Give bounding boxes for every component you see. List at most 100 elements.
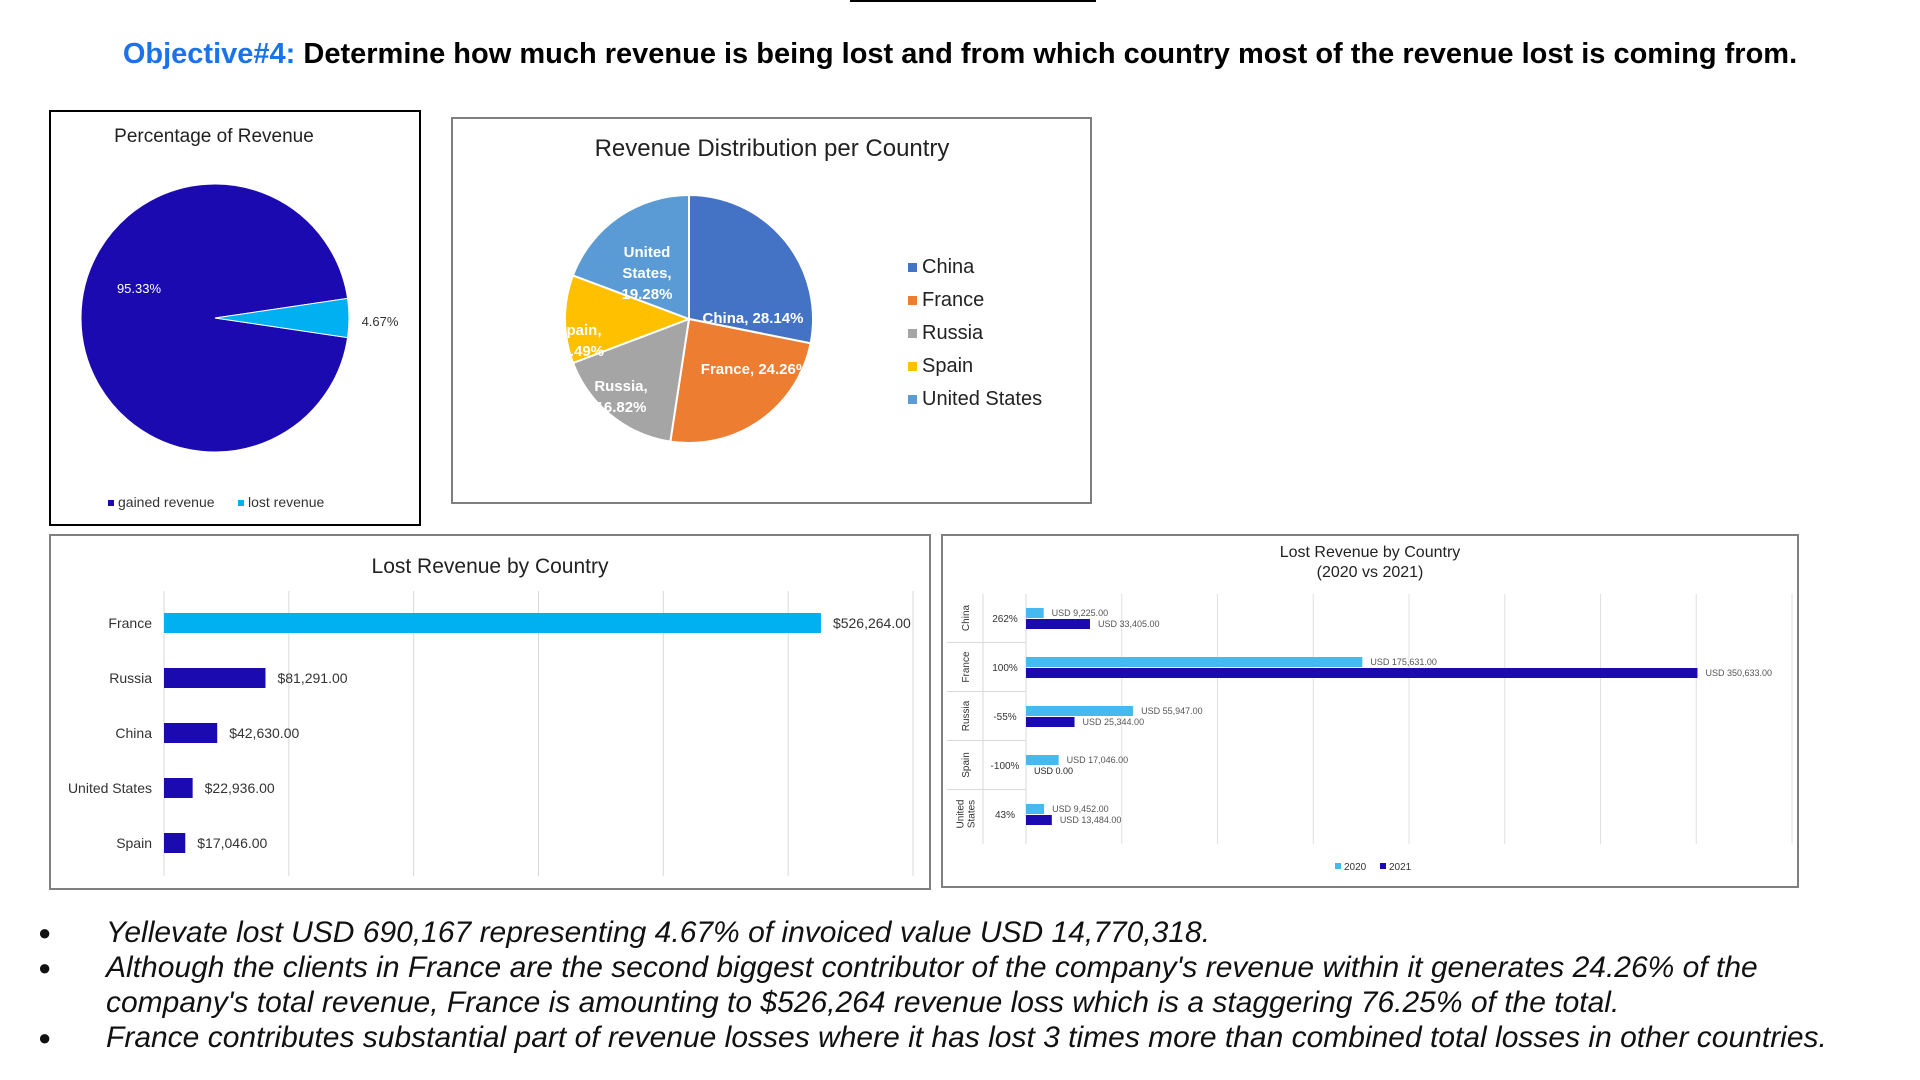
legend-label: Spain xyxy=(922,355,973,377)
legend-marker xyxy=(908,329,917,338)
data-label: USD 350,633.00 xyxy=(1705,668,1772,678)
chart-title: Lost Revenue by Country xyxy=(372,555,609,578)
bar xyxy=(1026,668,1698,678)
percentage-of-revenue-chart: Percentage of Revenue 95.33% 4.67% gained r… xyxy=(49,110,421,526)
category-label: China xyxy=(961,605,972,632)
legend-label: 2020 xyxy=(1344,862,1367,873)
category-label: Spain xyxy=(961,752,972,778)
legend-label: 2021 xyxy=(1389,862,1412,873)
category-label: United States xyxy=(68,780,152,796)
category-label-group: China xyxy=(961,605,972,632)
data-label: $42,630.00 xyxy=(229,725,299,741)
legend-label: Russia xyxy=(922,322,984,344)
revenue-distribution-chart: Revenue Distribution per Country China, 2… xyxy=(451,117,1092,504)
chart-title: Percentage of Revenue xyxy=(114,126,314,147)
legend-label: United States xyxy=(922,388,1042,410)
data-label: China, 28.14% xyxy=(703,310,804,327)
bar xyxy=(1026,706,1134,716)
change-label: 262% xyxy=(992,614,1018,625)
data-label: 95.33% xyxy=(117,281,162,296)
category-label-group: Spain xyxy=(961,752,972,778)
category-label-group: Russia xyxy=(961,700,972,731)
bar xyxy=(164,778,193,798)
data-label: $17,046.00 xyxy=(197,835,267,851)
bar xyxy=(1026,619,1090,629)
legend-marker xyxy=(908,395,917,404)
legend-marker xyxy=(908,263,917,272)
data-label: USD 9,452.00 xyxy=(1052,804,1109,814)
data-label: USD 17,046.00 xyxy=(1067,755,1129,765)
pie-slice xyxy=(688,193,814,345)
category-label: Spain xyxy=(116,835,152,851)
change-label: 43% xyxy=(995,810,1015,821)
data-label: 4.67% xyxy=(362,314,399,329)
category-label-group: France xyxy=(961,651,972,683)
category-label: China xyxy=(115,725,152,741)
chart-title: Revenue Distribution per Country xyxy=(595,135,950,162)
bar xyxy=(1026,815,1052,825)
legend-marker xyxy=(238,500,244,506)
data-label: Spain, 11.49% xyxy=(554,322,604,360)
bar xyxy=(1026,717,1075,727)
data-label: $526,264.00 xyxy=(833,615,911,631)
data-label: United States, 19.28% xyxy=(622,244,673,303)
data-label: USD 9,225.00 xyxy=(1052,608,1109,618)
data-label: USD 0.00 xyxy=(1034,766,1073,776)
bar xyxy=(1026,657,1363,667)
objective-heading: Objective#4: Determine how much revenue … xyxy=(0,38,1920,71)
bar xyxy=(164,613,821,633)
legend-marker xyxy=(908,362,917,371)
data-label: $22,936.00 xyxy=(205,780,275,796)
pie-slice xyxy=(80,183,349,453)
change-label: -55% xyxy=(993,712,1016,723)
pie-slice xyxy=(564,274,692,365)
category-label: Russia xyxy=(961,700,972,731)
bar xyxy=(164,833,186,853)
objective-tag: Objective#4: xyxy=(122,38,296,70)
bar xyxy=(164,723,218,743)
change-label: -100% xyxy=(991,761,1020,772)
legend-label: France xyxy=(922,289,984,311)
percentage-pie-svg: Percentage of Revenue 95.33% 4.67% gained r… xyxy=(80,126,399,510)
legend-marker xyxy=(1380,863,1386,869)
pie-slice xyxy=(571,193,690,321)
lost-revenue-yoy-svg: Lost Revenue by Country (2020 vs 2021) Chi… xyxy=(947,544,1793,873)
bar xyxy=(1026,608,1044,618)
pie-slice xyxy=(571,317,691,443)
data-label: USD 175,631.00 xyxy=(1370,657,1437,667)
lost-revenue-bar-svg: Lost Revenue by Country France $526,264.00… xyxy=(68,555,914,876)
finding-item: Although the clients in France are the s… xyxy=(30,950,1900,1020)
legend-marker xyxy=(108,500,114,506)
legend-label: gained revenue xyxy=(118,494,215,510)
findings-list: Yellevate lost USD 690,167 representing … xyxy=(30,915,1900,1055)
data-label: Russia, 16.82% xyxy=(594,378,647,416)
legend-label: China xyxy=(922,256,975,278)
change-label: 100% xyxy=(992,663,1018,674)
data-label: USD 25,344.00 xyxy=(1083,717,1145,727)
bar xyxy=(164,668,266,688)
finding-item: Yellevate lost USD 690,167 representing … xyxy=(30,915,1900,950)
pie-slice xyxy=(669,317,812,444)
data-label: USD 13,484.00 xyxy=(1060,815,1122,825)
chart-subtitle: (2020 vs 2021) xyxy=(1317,564,1424,581)
category-label: France xyxy=(108,615,152,631)
pie-slice xyxy=(214,297,350,339)
distribution-pie-svg: Revenue Distribution per Country China, 2… xyxy=(554,135,1042,444)
legend-label: lost revenue xyxy=(248,494,324,510)
category-label: Russia xyxy=(109,670,152,686)
data-label: $81,291.00 xyxy=(277,670,347,686)
category-label: France xyxy=(961,651,972,683)
lost-revenue-yoy-chart: Lost Revenue by Country (2020 vs 2021) Chi… xyxy=(941,534,1799,888)
bar xyxy=(1026,804,1045,814)
top-divider-line xyxy=(850,0,1096,2)
bar xyxy=(1026,755,1059,765)
chart-title: Lost Revenue by Country xyxy=(1280,544,1461,561)
legend-marker xyxy=(908,296,917,305)
category-label-group: UnitedStates xyxy=(956,800,978,829)
data-label: France, 24.26% xyxy=(701,361,809,378)
data-label: USD 33,405.00 xyxy=(1098,619,1160,629)
lost-revenue-bar-chart: Lost Revenue by Country France $526,264.00… xyxy=(49,534,931,890)
data-label: USD 55,947.00 xyxy=(1141,706,1203,716)
objective-text: Determine how much revenue is being lost… xyxy=(303,38,1798,70)
finding-item: France contributes substantial part of r… xyxy=(30,1020,1900,1055)
